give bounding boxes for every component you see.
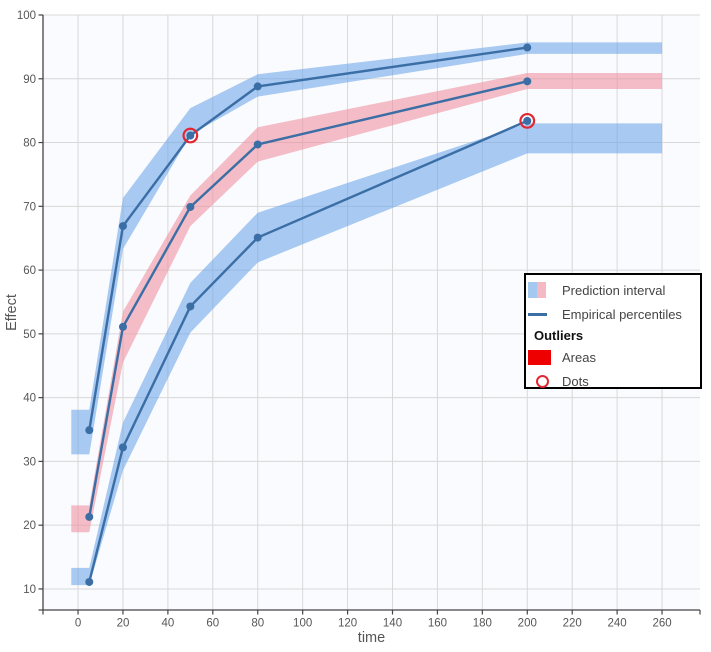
data-point[interactable]: [85, 512, 94, 521]
data-point[interactable]: [118, 222, 127, 231]
outlier-areas-swatch: [528, 349, 551, 365]
prediction-interval-swatch: [528, 282, 562, 298]
y-tick-label: 20: [23, 520, 36, 532]
data-point[interactable]: [253, 82, 262, 91]
data-point[interactable]: [186, 131, 195, 140]
x-tick-label: 200: [518, 618, 537, 630]
data-point[interactable]: [523, 116, 532, 125]
pink-band-swatch: [537, 282, 546, 298]
data-point[interactable]: [253, 233, 262, 242]
data-point[interactable]: [186, 302, 195, 311]
data-point[interactable]: [85, 426, 94, 435]
data-point[interactable]: [253, 140, 262, 149]
outlier-ring: [519, 112, 536, 129]
y-tick-label: 70: [23, 201, 36, 213]
x-tick-label: 0: [75, 618, 81, 630]
x-tick-label: 240: [608, 618, 627, 630]
x-axis-title: time: [358, 630, 385, 646]
x-tick-label: 40: [161, 618, 174, 630]
y-tick-label: 80: [23, 138, 36, 150]
data-point[interactable]: [186, 202, 195, 211]
y-tick-label: 90: [23, 74, 36, 86]
x-tick-label: 160: [428, 618, 447, 630]
data-point[interactable]: [523, 43, 532, 52]
x-tick-label: 220: [563, 618, 582, 630]
legend-label-dots: Dots: [562, 373, 589, 389]
legend-item-areas[interactable]: Areas: [528, 345, 700, 369]
x-tick-label: 20: [117, 618, 130, 630]
legend-item-dots[interactable]: Dots: [528, 369, 700, 393]
legend-label-areas: Areas: [562, 349, 596, 365]
x-tick-label: 60: [206, 618, 219, 630]
legend-group-outliers: Outliers: [528, 326, 700, 345]
data-point[interactable]: [85, 577, 94, 586]
y-tick-label: 100: [17, 10, 36, 22]
legend-label-empirical-percentiles: Empirical percentiles: [562, 306, 682, 322]
y-tick-label: 60: [23, 265, 36, 277]
legend-label-prediction-interval: Prediction interval: [562, 282, 666, 298]
outlier-ring: [182, 127, 199, 144]
y-tick-label: 10: [23, 584, 36, 596]
data-point[interactable]: [118, 443, 127, 452]
x-tick-label: 120: [338, 618, 357, 630]
y-axis-title: Effect: [4, 294, 20, 331]
data-point[interactable]: [523, 77, 532, 86]
x-tick-label: 260: [652, 618, 671, 630]
outlier-dots-swatch: [536, 374, 549, 388]
percentile-line-swatch: [528, 312, 547, 316]
blue-band-swatch: [528, 282, 537, 298]
data-point[interactable]: [118, 322, 127, 331]
legend-header-outliers: Outliers: [534, 328, 584, 343]
legend-item-empirical-percentiles[interactable]: Empirical percentiles: [528, 302, 700, 326]
y-tick-label: 40: [23, 393, 36, 405]
y-tick-label: 50: [23, 329, 36, 341]
x-tick-label: 80: [251, 618, 264, 630]
y-tick-label: 30: [23, 456, 36, 468]
x-tick-label: 140: [383, 618, 402, 630]
legend: Prediction interval Empirical percentile…: [524, 273, 702, 389]
legend-item-prediction-interval[interactable]: Prediction interval: [528, 278, 700, 302]
x-tick-label: 100: [293, 618, 312, 630]
x-tick-label: 180: [473, 618, 492, 630]
prediction-band-10th: [71, 123, 663, 586]
prediction-band-50th: [71, 73, 663, 533]
